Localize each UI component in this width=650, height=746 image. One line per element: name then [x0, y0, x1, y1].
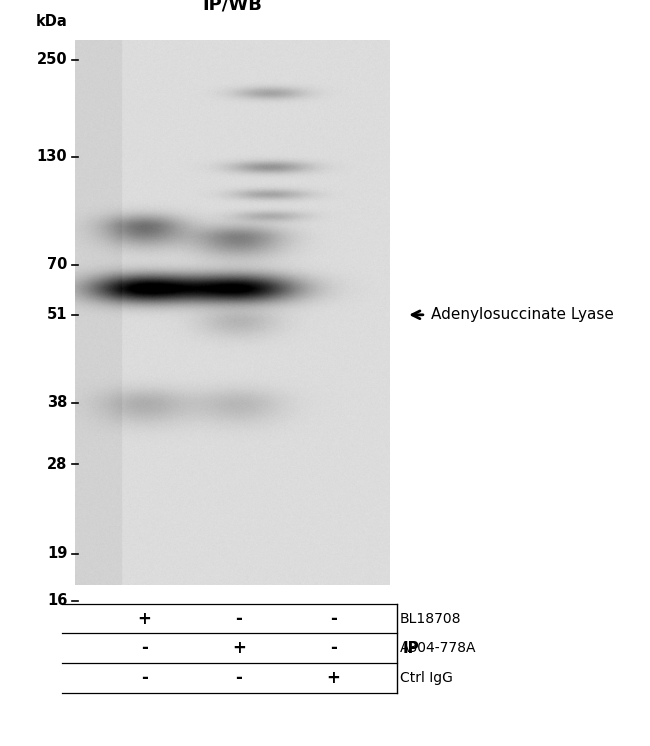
Text: 70: 70 [47, 257, 67, 272]
Text: 19: 19 [47, 546, 67, 561]
Text: BL18708: BL18708 [400, 612, 462, 626]
Text: -: - [235, 669, 242, 687]
Text: 51: 51 [47, 307, 67, 322]
Text: 16: 16 [47, 593, 67, 608]
Text: +: + [326, 669, 340, 687]
Text: +: + [137, 609, 151, 627]
Text: -: - [141, 669, 148, 687]
Text: -: - [141, 639, 148, 657]
Text: -: - [330, 609, 337, 627]
Text: Adenylosuccinate Lyase: Adenylosuccinate Lyase [431, 307, 614, 322]
Text: A304-778A: A304-778A [400, 642, 476, 656]
Text: IP: IP [403, 641, 420, 656]
Text: 250: 250 [36, 52, 67, 67]
Text: 38: 38 [47, 395, 67, 410]
Text: kDa: kDa [36, 14, 67, 29]
Text: 28: 28 [47, 457, 67, 471]
Text: +: + [232, 639, 246, 657]
Text: Ctrl IgG: Ctrl IgG [400, 671, 452, 686]
Text: -: - [235, 609, 242, 627]
Text: IP/WB: IP/WB [203, 0, 263, 14]
Text: 130: 130 [36, 149, 67, 164]
Text: -: - [330, 639, 337, 657]
